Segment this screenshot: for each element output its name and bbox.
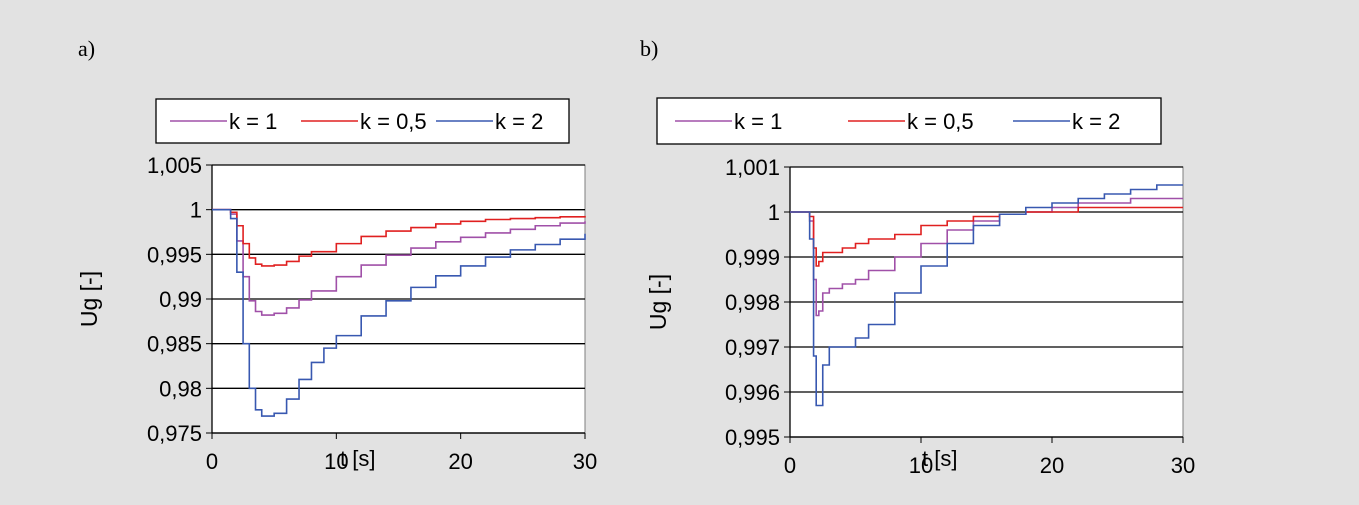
legend-box: [155, 98, 570, 144]
series-line-1: [790, 206, 1183, 267]
x-tick-label: 10: [909, 453, 933, 478]
y-tick-label: 1: [768, 200, 780, 225]
series-line-1: [212, 208, 586, 267]
series-line-2: [790, 184, 1183, 407]
chart-b: 0,995 0,996 0,997 0,998 0,999 1 1,001 0 10 20 30 t …: [645, 97, 1195, 478]
x-tick-label: 10: [324, 449, 348, 474]
y-tick-label: 0,98: [159, 376, 202, 401]
x-tick-label: 20: [448, 449, 472, 474]
legend-label-2: k = 2: [495, 109, 543, 134]
x-tick-label: 30: [573, 449, 597, 474]
legend-label-1: k = 0,5: [360, 109, 427, 134]
y-tick-label: 0,995: [725, 425, 780, 450]
x-tick-label: 0: [784, 453, 796, 478]
legend-label-0: k = 1: [734, 109, 782, 134]
y-tick-label: 0,997: [725, 335, 780, 360]
x-tick-label: 30: [1171, 453, 1195, 478]
y-tick-label: 0,999: [725, 245, 780, 270]
x-axis-label: t [s]: [340, 446, 375, 471]
legend-label-1: k = 0,5: [907, 109, 974, 134]
series-line-0: [212, 208, 586, 316]
y-axis-label: Ug [-]: [76, 271, 102, 327]
y-tick-label: 1,005: [147, 153, 202, 178]
y-tick-label: 0,985: [147, 332, 202, 357]
y-tick-label: 0,996: [725, 380, 780, 405]
x-tick-label: 20: [1040, 453, 1064, 478]
y-tick-label: 0,998: [725, 290, 780, 315]
y-tick-label: 1,001: [725, 155, 780, 180]
x-tick-label: 0: [206, 449, 218, 474]
y-tick-label: 0,995: [147, 242, 202, 267]
legend-label-0: k = 1: [229, 109, 277, 134]
y-tick-label: 1: [190, 198, 202, 223]
panel-label-b: b): [640, 36, 659, 61]
panel-label-a: a): [78, 36, 96, 61]
y-axis-label: Ug [-]: [645, 274, 671, 330]
series-line-0: [790, 197, 1183, 317]
y-tick-label: 0,99: [159, 287, 202, 312]
series-line-2: [212, 208, 586, 417]
legend-box: [656, 97, 1162, 145]
legend-label-2: k = 2: [1072, 109, 1120, 134]
y-tick-label: 0,975: [147, 421, 202, 446]
chart-a: 0,975 0,98 0,985 0,99 0,995 1 1,005 0 10 20 30 t [s…: [76, 98, 597, 474]
x-axis-label: t [s]: [922, 446, 957, 471]
